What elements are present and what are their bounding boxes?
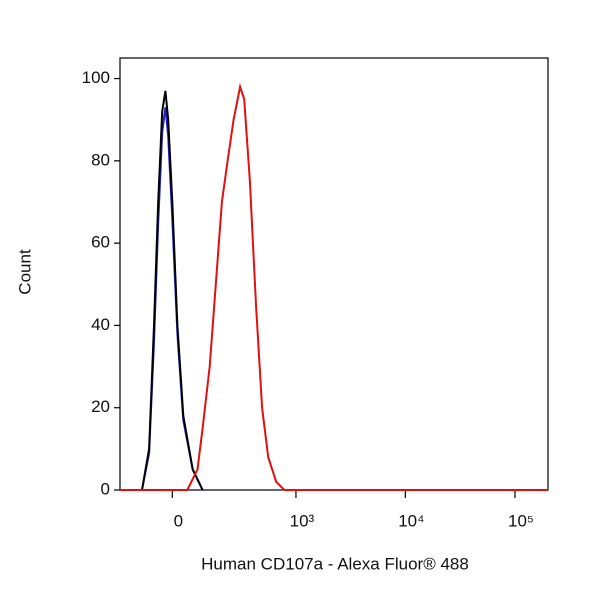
y-tick-label: 100 — [82, 68, 110, 87]
x-tick-label: 10⁴ — [398, 511, 424, 530]
series-line — [141, 107, 204, 491]
y-tick-label: 60 — [91, 233, 110, 252]
x-tick-label: 10³ — [290, 511, 315, 530]
x-tick-label: 10⁵ — [508, 511, 534, 530]
x-tick-label: 0 — [174, 511, 183, 530]
y-tick-label: 80 — [91, 150, 110, 169]
y-tick-label: 20 — [91, 397, 110, 416]
series-line — [120, 82, 548, 491]
y-tick-label: 0 — [101, 479, 110, 498]
series-line — [141, 90, 204, 491]
y-tick-label: 40 — [91, 315, 110, 334]
x-axis-label: Human CD107a - Alexa Fluor® 488 — [201, 554, 469, 573]
y-axis-label: Count — [15, 249, 34, 295]
